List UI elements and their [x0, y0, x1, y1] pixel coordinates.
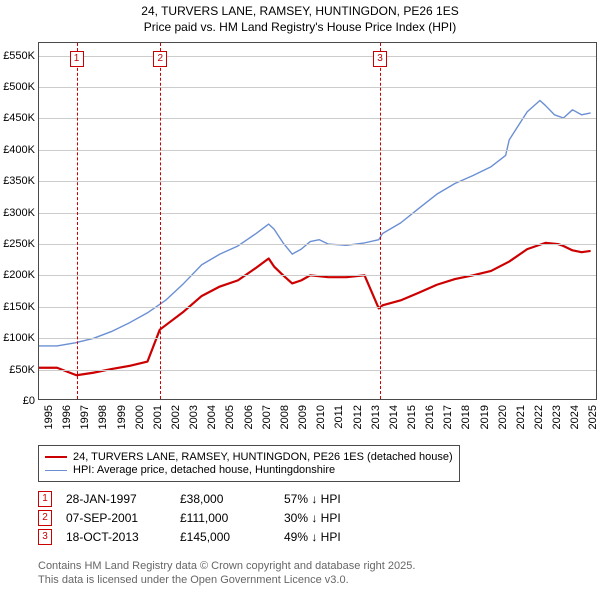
chart-series-svg [39, 43, 596, 399]
x-tick-label: 2008 [279, 405, 291, 429]
x-tick-label: 2007 [261, 405, 273, 429]
x-tick-label: 1996 [61, 405, 73, 429]
legend-label-hpi: HPI: Average price, detached house, Hunt… [73, 464, 335, 476]
y-tick-label: £300K [3, 207, 35, 219]
event-marker: 1 [70, 51, 84, 67]
x-tick-label: 2004 [206, 405, 218, 429]
x-tick-label: 2020 [497, 405, 509, 429]
event-price: £145,000 [180, 530, 270, 544]
footer-note: Contains HM Land Registry data © Crown c… [38, 560, 415, 588]
y-tick-label: £450K [3, 112, 35, 124]
event-num-box: 3 [38, 529, 52, 545]
events-table: 1 28-JAN-1997 £38,000 57% ↓ HPI 2 07-SEP-2001… [38, 488, 341, 548]
events-table-row: 1 28-JAN-1997 £38,000 57% ↓ HPI [38, 491, 341, 507]
x-tick-label: 2024 [569, 405, 581, 429]
chart-title: 24, TURVERS LANE, RAMSEY, HUNTINGDON, PE… [0, 0, 600, 35]
x-tick-label: 2000 [134, 405, 146, 429]
x-tick-label: 2001 [152, 405, 164, 429]
x-tick-label: 2014 [388, 405, 400, 429]
y-tick-label: £500K [3, 81, 35, 93]
series-line-property [39, 243, 591, 375]
event-delta: 57% ↓ HPI [284, 492, 341, 506]
x-tick-label: 2019 [479, 405, 491, 429]
y-tick-label: £50K [9, 364, 35, 376]
x-tick-label: 1999 [116, 405, 128, 429]
x-tick-label: 2023 [551, 405, 563, 429]
y-gridline [39, 244, 596, 245]
y-tick-label: £0 [23, 395, 35, 407]
y-gridline [39, 307, 596, 308]
event-date: 28-JAN-1997 [66, 492, 166, 506]
footer-line-1: Contains HM Land Registry data © Crown c… [38, 560, 415, 574]
y-tick-label: £350K [3, 175, 35, 187]
event-price: £38,000 [180, 492, 270, 506]
x-tick-label: 2015 [406, 405, 418, 429]
x-tick-label: 2025 [587, 405, 599, 429]
title-line-2: Price paid vs. HM Land Registry's House … [0, 20, 600, 36]
event-num-box: 1 [38, 491, 52, 507]
event-marker: 2 [153, 51, 167, 67]
x-tick-label: 2022 [533, 405, 545, 429]
y-gridline [39, 56, 596, 57]
x-tick-label: 2021 [515, 405, 527, 429]
events-table-row: 2 07-SEP-2001 £111,000 30% ↓ HPI [38, 510, 341, 526]
chart-legend: 24, TURVERS LANE, RAMSEY, HUNTINGDON, PE… [38, 445, 460, 482]
x-tick-label: 2016 [424, 405, 436, 429]
x-tick-label: 1997 [79, 405, 91, 429]
y-tick-label: £150K [3, 301, 35, 313]
x-tick-label: 1995 [43, 405, 55, 429]
x-tick-label: 2002 [170, 405, 182, 429]
x-tick-label: 2006 [243, 405, 255, 429]
event-line [160, 43, 161, 399]
y-tick-label: £200K [3, 269, 35, 281]
chart-plot-area: £0£50K£100K£150K£200K£250K£300K£350K£400… [38, 42, 597, 400]
x-tick-label: 1998 [97, 405, 109, 429]
x-tick-label: 2009 [297, 405, 309, 429]
y-tick-label: £250K [3, 238, 35, 250]
x-tick-label: 2003 [188, 405, 200, 429]
event-delta: 49% ↓ HPI [284, 530, 341, 544]
footer-line-2: This data is licensed under the Open Gov… [38, 574, 415, 588]
legend-row-property: 24, TURVERS LANE, RAMSEY, HUNTINGDON, PE… [45, 451, 453, 463]
y-tick-label: £400K [3, 144, 35, 156]
series-line-hpi [39, 100, 591, 345]
x-tick-label: 2013 [370, 405, 382, 429]
y-gridline [39, 338, 596, 339]
event-marker: 3 [373, 51, 387, 67]
event-num-box: 2 [38, 510, 52, 526]
legend-row-hpi: HPI: Average price, detached house, Hunt… [45, 464, 453, 476]
x-tick-label: 2011 [333, 405, 345, 429]
x-tick-label: 2005 [224, 405, 236, 429]
x-tick-label: 2018 [460, 405, 472, 429]
event-price: £111,000 [180, 511, 270, 525]
y-gridline [39, 150, 596, 151]
y-gridline [39, 87, 596, 88]
event-delta: 30% ↓ HPI [284, 511, 341, 525]
event-line [77, 43, 78, 399]
legend-swatch-hpi [45, 470, 67, 471]
event-date: 07-SEP-2001 [66, 511, 166, 525]
y-gridline [39, 370, 596, 371]
x-tick-label: 2010 [315, 405, 327, 429]
y-tick-label: £550K [3, 50, 35, 62]
y-tick-label: £100K [3, 332, 35, 344]
y-gridline [39, 118, 596, 119]
x-tick-label: 2017 [442, 405, 454, 429]
event-line [380, 43, 381, 399]
y-gridline [39, 181, 596, 182]
legend-swatch-property [45, 456, 67, 458]
event-date: 18-OCT-2013 [66, 530, 166, 544]
events-table-row: 3 18-OCT-2013 £145,000 49% ↓ HPI [38, 529, 341, 545]
y-gridline [39, 213, 596, 214]
title-line-1: 24, TURVERS LANE, RAMSEY, HUNTINGDON, PE… [0, 4, 600, 20]
legend-label-property: 24, TURVERS LANE, RAMSEY, HUNTINGDON, PE… [73, 451, 453, 463]
y-gridline [39, 275, 596, 276]
x-tick-label: 2012 [352, 405, 364, 429]
